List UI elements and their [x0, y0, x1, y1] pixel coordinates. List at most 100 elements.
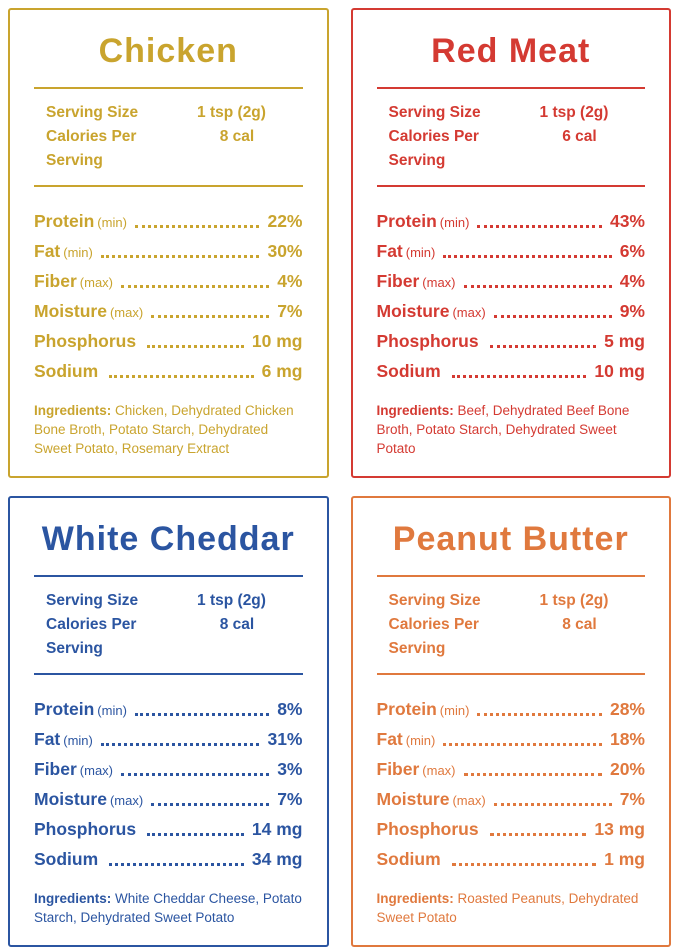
- label-card-white-cheddar: White Cheddar Serving Size 1 tsp (2g) Ca…: [8, 496, 329, 947]
- nutrient-value: 8%: [277, 699, 303, 719]
- nutrient-table: Protein (min) 8% Fat (min) 31% Fiber (max) …: [32, 679, 305, 883]
- divider: [376, 575, 645, 577]
- nutrient-value: 13 mg: [594, 819, 645, 839]
- dot-leader: [147, 345, 244, 348]
- nutrient-row-fat: Fat (min) 31%: [34, 725, 303, 755]
- nutrient-qualifier: (max): [109, 305, 144, 320]
- serving-section: Serving Size 1 tsp (2g) Calories Per Ser…: [32, 93, 305, 181]
- nutrient-row-phosphorus: Phosphorus 10 mg: [34, 327, 303, 357]
- nutrient-value: 5 mg: [604, 331, 645, 351]
- calories-value: 8 cal: [219, 616, 255, 633]
- nutrient-value: 7%: [619, 789, 645, 809]
- nutrient-row-phosphorus: Phosphorus 13 mg: [377, 815, 646, 845]
- calories-value: 8 cal: [562, 616, 597, 633]
- nutrient-qualifier: (min): [63, 245, 93, 260]
- dot-leader: [443, 255, 612, 258]
- nutrient-qualifier: (min): [405, 733, 436, 748]
- ingredients-text: Ingredients: White Cheddar Cheese, Potat…: [32, 883, 305, 931]
- nutrient-row-phosphorus: Phosphorus 14 mg: [34, 815, 303, 845]
- serving-size-label: Serving Size: [46, 104, 139, 121]
- nutrient-qualifier: (min): [439, 215, 470, 230]
- nutrient-row-fiber: Fiber (max) 4%: [377, 267, 646, 297]
- divider: [34, 673, 303, 675]
- nutrient-name: Moisture (max): [34, 301, 144, 321]
- nutrient-row-protein: Protein (min) 28%: [377, 695, 646, 725]
- dot-leader: [493, 315, 612, 318]
- nutrient-row-fat: Fat (min) 6%: [377, 237, 646, 267]
- dot-leader: [109, 375, 254, 378]
- card-title-white-cheddar: White Cheddar: [41, 520, 295, 558]
- nutrient-row-fat: Fat (min) 30%: [34, 237, 303, 267]
- ingredients-label: Ingredients:: [376, 403, 454, 418]
- nutrient-name: Phosphorus: [34, 819, 137, 839]
- card-title-red-meat: Red Meat: [431, 32, 591, 70]
- dot-leader: [134, 225, 260, 228]
- dot-leader: [147, 833, 244, 836]
- nutrient-value: 10 mg: [594, 361, 645, 381]
- nutrient-qualifier: (max): [422, 763, 456, 778]
- dot-leader: [489, 345, 597, 348]
- nutrient-qualifier: (min): [405, 245, 436, 260]
- dot-leader: [151, 315, 270, 318]
- nutrient-qualifier: (max): [422, 275, 456, 290]
- dot-leader: [100, 743, 260, 746]
- calories-row: Calories Per Serving 8 cal: [389, 613, 634, 661]
- nutrient-name: Fat (min): [376, 729, 436, 749]
- serving-section: Serving Size 1 tsp (2g) Calories Per Ser…: [375, 581, 648, 669]
- serving-size-value: 1 tsp (2g): [539, 104, 609, 121]
- label-card-peanut-butter: Peanut Butter Serving Size 1 tsp (2g) Ca…: [350, 496, 671, 947]
- nutrient-value: 28%: [609, 699, 645, 719]
- ingredients-list: Beef, Dehydrated Beef Bone Broth, Potato…: [376, 403, 630, 456]
- ingredients-text: Ingredients: Chicken, Dehydrated Chicken…: [32, 395, 305, 462]
- nutrient-row-moisture: Moisture (max) 9%: [377, 297, 646, 327]
- ingredients-text: Ingredients: Roasted Peanuts, Dehydrated…: [375, 883, 648, 931]
- nutrient-row-fiber: Fiber (max) 3%: [34, 755, 303, 785]
- dot-leader: [463, 773, 602, 776]
- nutrient-value: 7%: [277, 301, 303, 321]
- nutrient-name: Phosphorus: [376, 819, 479, 839]
- nutrient-value: 6%: [619, 241, 645, 261]
- nutrient-value: 7%: [277, 789, 303, 809]
- nutrient-value: 22%: [267, 211, 303, 231]
- nutrient-row-fiber: Fiber (max) 4%: [34, 267, 303, 297]
- nutrient-qualifier: (max): [452, 305, 486, 320]
- divider: [34, 87, 303, 89]
- nutrient-qualifier: (min): [439, 703, 470, 718]
- nutrient-value: 9%: [619, 301, 645, 321]
- nutrient-value: 1 mg: [604, 849, 645, 869]
- label-card-red-meat: Red Meat Serving Size 1 tsp (2g) Calorie…: [350, 8, 671, 478]
- nutrient-name: Fiber (max): [34, 759, 114, 779]
- ingredients-label: Ingredients:: [376, 891, 454, 906]
- nutrient-qualifier: (min): [97, 703, 127, 718]
- dot-leader: [489, 833, 587, 836]
- nutrient-value: 3%: [277, 759, 303, 779]
- dot-leader: [477, 713, 602, 716]
- dot-leader: [451, 375, 587, 378]
- nutrient-table: Protein (min) 28% Fat (min) 18% Fiber (max)…: [375, 679, 648, 883]
- nutrient-name: Sodium: [376, 849, 441, 869]
- nutrient-row-protein: Protein (min) 22%: [34, 207, 303, 237]
- dot-leader: [134, 713, 270, 716]
- nutrient-name: Moisture (max): [376, 789, 486, 809]
- nutrient-name: Sodium: [34, 361, 99, 381]
- label-card-chicken: Chicken Serving Size 1 tsp (2g) Calories…: [8, 8, 329, 478]
- serving-size-row: Serving Size 1 tsp (2g): [46, 101, 291, 125]
- nutrient-name: Phosphorus: [34, 331, 137, 351]
- divider: [376, 185, 645, 187]
- calories-label: Calories Per Serving: [46, 128, 137, 169]
- dot-leader: [493, 803, 612, 806]
- serving-size-value: 1 tsp (2g): [197, 104, 266, 121]
- nutrient-row-sodium: Sodium 10 mg: [377, 357, 646, 387]
- nutrient-value: 4%: [277, 271, 303, 291]
- nutrient-qualifier: (min): [97, 215, 127, 230]
- nutrient-value: 10 mg: [251, 331, 303, 351]
- calories-row: Calories Per Serving 6 cal: [389, 125, 634, 173]
- nutrient-row-sodium: Sodium 1 mg: [377, 845, 646, 875]
- dot-leader: [477, 225, 602, 228]
- nutrient-value: 34 mg: [251, 849, 303, 869]
- calories-value: 8 cal: [219, 128, 255, 145]
- calories-label: Calories Per Serving: [46, 616, 137, 657]
- nutrient-row-protein: Protein (min) 43%: [377, 207, 646, 237]
- divider: [34, 575, 303, 577]
- nutrient-name: Moisture (max): [376, 301, 486, 321]
